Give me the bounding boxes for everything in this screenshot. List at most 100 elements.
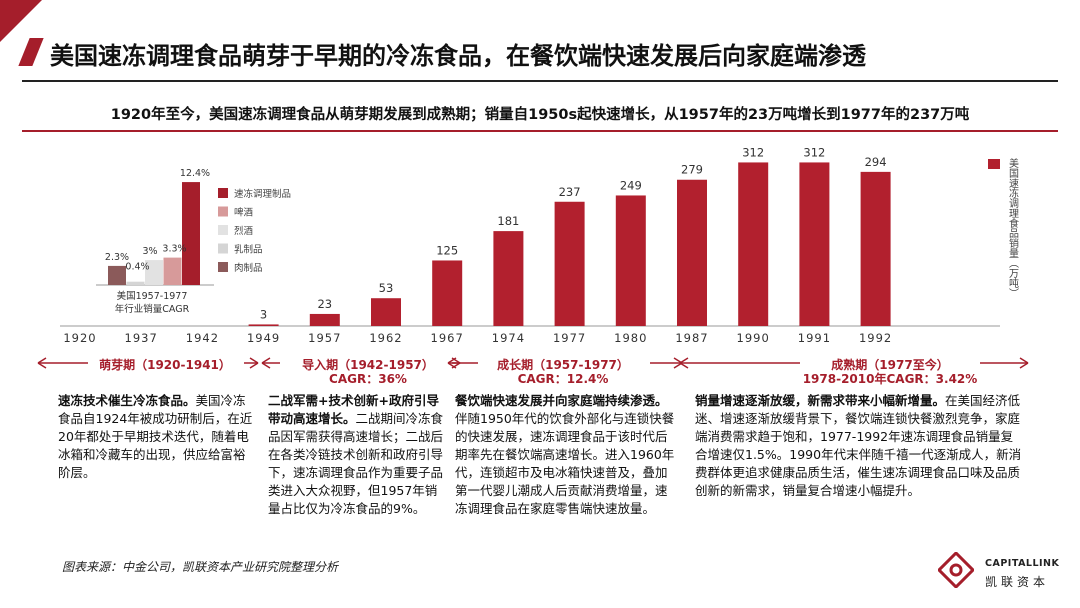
bar-value-label: 279 bbox=[681, 163, 703, 177]
sales-bar bbox=[493, 231, 524, 326]
x-tick-label: 1987 bbox=[675, 331, 708, 345]
column-body: 美国冷冻食品自1924年被成功研制后，在近20年都处于早期技术迭代，随着电冰箱和… bbox=[58, 393, 253, 480]
text-column-intro: 二战军需+技术创新+政府引导带动高速增长。二战期间冷冻食品因军需获得高速增长；二… bbox=[268, 392, 444, 518]
title-accent-mark bbox=[18, 38, 44, 66]
inset-value-label: 12.4% bbox=[180, 168, 210, 179]
inset-bar bbox=[108, 265, 126, 285]
x-tick-label: 1949 bbox=[247, 331, 280, 345]
phase-arrow-head bbox=[249, 357, 259, 369]
sales-bar-chart: 2.3%0.4%3% 3.3%12.4%美国1957-1977年行业销量CAGR … bbox=[37, 145, 1029, 369]
text-column-sprout: 速冻技术催生冷冻食品。美国冷冻食品自1924年被成功研制后，在近20年都处于早期… bbox=[58, 392, 254, 482]
inset-legend-label: 烈酒 bbox=[234, 226, 254, 237]
phase-arrows bbox=[37, 357, 1029, 369]
main-legend: 美国速冻调理食品销量（万吨） bbox=[988, 157, 1019, 298]
inset-bar bbox=[145, 260, 163, 285]
column-heading: 餐饮端快速发展并向家庭端持续渗透。 bbox=[455, 393, 668, 408]
phase-label-growth: 成长期（1957-1977） bbox=[497, 358, 629, 372]
inset-bar bbox=[182, 182, 200, 285]
sales-bar bbox=[615, 195, 646, 326]
inset-caption: 年行业销量CAGR bbox=[115, 303, 190, 315]
column-body: 在美国经济低迷、增速逐渐放缓背景下，餐饮端连锁快餐激烈竞争，家庭端消费需求趋于饱… bbox=[695, 393, 1022, 498]
page-subtitle: 1920年至今，美国速冻调理食品从萌芽期发展到成熟期；销量自1950s起快速增长… bbox=[110, 107, 970, 123]
x-tick-label: 1962 bbox=[369, 331, 402, 345]
logo-text-cn: 凯联资本 bbox=[985, 575, 1050, 589]
sales-bar bbox=[860, 171, 891, 326]
sales-bar bbox=[554, 201, 585, 326]
inset-bar bbox=[126, 281, 145, 285]
bar-value-label: 3 bbox=[260, 307, 267, 321]
text-column-growth: 餐饮端快速发展并向家庭端持续渗透。伴随1950年代的饮食外部化与连锁快餐的快速发… bbox=[455, 392, 677, 518]
bar-value-label: 23 bbox=[317, 297, 332, 311]
phase-arrow-head bbox=[447, 357, 457, 369]
bar-value-label: 249 bbox=[620, 178, 642, 192]
bar-value-label: 125 bbox=[436, 243, 458, 257]
sales-bar bbox=[738, 162, 769, 326]
phase-label-sprout: 萌芽期（1920-1941） bbox=[99, 358, 231, 372]
x-tick-label: 1980 bbox=[614, 331, 647, 345]
bar-value-label: 312 bbox=[803, 145, 825, 159]
legend-swatch bbox=[988, 159, 1000, 169]
source-note: 图表来源：中金公司，凯联资本产业研究院整理分析 bbox=[62, 560, 339, 574]
x-tick-label: 1937 bbox=[125, 331, 158, 345]
column-heading: 速冻技术催生冷冻食品。 bbox=[58, 393, 196, 408]
sales-bar bbox=[799, 162, 830, 326]
x-tick-label: 1977 bbox=[553, 331, 586, 345]
x-tick-label: 1957 bbox=[308, 331, 341, 345]
x-tick-label: 1967 bbox=[431, 331, 464, 345]
main-bars-group: 1920 1937 1942 1949 3 1957 23 1962 53 1967 125 1974… bbox=[60, 145, 1000, 345]
x-tick-label: 1990 bbox=[737, 331, 770, 345]
x-tick-label: 1942 bbox=[186, 331, 219, 345]
capitallink-logo-icon bbox=[938, 552, 974, 588]
column-body: 伴随1950年代的饮食外部化与连锁快餐的快速发展，速冻调理食品于该时代后期率先在… bbox=[455, 411, 675, 516]
phase-arrow-head bbox=[1019, 357, 1029, 369]
inset-legend-label: 速冻调理制品 bbox=[234, 188, 291, 200]
bar-value-label: 53 bbox=[379, 281, 394, 295]
inset-legend-label: 肉制品 bbox=[234, 262, 263, 274]
legend-label: 美国速冻调理食品销量（万吨） bbox=[1007, 157, 1019, 298]
x-tick-label: 1974 bbox=[492, 331, 525, 345]
bar-value-label: 237 bbox=[559, 185, 581, 199]
inset-legend-label: 啤酒 bbox=[234, 207, 254, 219]
column-heading: 销量增速逐渐放缓，新需求带来小幅新增量。 bbox=[695, 393, 946, 408]
sales-bar bbox=[371, 298, 401, 326]
inset-bar bbox=[163, 257, 182, 285]
phase-label-intro: 导入期（1942-1957） bbox=[302, 358, 434, 372]
inset-value-label: 3.3% bbox=[162, 244, 186, 255]
bar-value-label: 294 bbox=[865, 155, 887, 169]
inset-legend-swatch bbox=[218, 243, 228, 254]
phase-arrow-head bbox=[679, 357, 689, 369]
logo-text-en: CAPITALLINK bbox=[985, 558, 1060, 569]
corner-decoration bbox=[0, 0, 42, 42]
phase-cagr-intro: CAGR：36% bbox=[329, 372, 407, 386]
inset-value-label: 2.3% bbox=[105, 252, 129, 263]
sales-bar bbox=[677, 179, 707, 326]
phase-arrow-head bbox=[261, 357, 271, 369]
phase-label-mature: 成熟期（1977至今） bbox=[831, 358, 949, 372]
sales-bar bbox=[432, 260, 463, 326]
sales-bar bbox=[309, 313, 340, 326]
text-column-mature: 销量增速逐渐放缓，新需求带来小幅新增量。在美国经济低迷、增速逐渐放缓背景下，餐饮… bbox=[695, 392, 1025, 500]
bar-value-label: 181 bbox=[497, 214, 519, 228]
title-divider bbox=[22, 80, 1058, 82]
inset-legend-label: 乳制品 bbox=[234, 244, 263, 256]
subtitle-divider bbox=[22, 130, 1058, 132]
column-heading: 二战军需+技术创新+政府引导带动高速增长。 bbox=[268, 393, 439, 426]
column-body: 二战期间冷冻食品因军需获得高速增长；二战后在各类冷链技术创新和政府引导下，速冻调… bbox=[268, 411, 444, 516]
inset-legend-swatch bbox=[218, 225, 228, 235]
inset-caption: 美国1957-1977 bbox=[117, 290, 188, 302]
phase-arrow-head bbox=[37, 357, 47, 369]
phase-cagr-mature: 1978-2010年CAGR：3.42% bbox=[802, 372, 978, 386]
inset-value-label: 3% bbox=[142, 246, 157, 257]
inset-legend-swatch bbox=[218, 188, 228, 198]
sales-bar bbox=[248, 324, 279, 326]
inset-legend-swatch bbox=[218, 206, 228, 217]
phase-cagr-growth: CAGR：12.4% bbox=[517, 372, 609, 386]
bar-value-label: 312 bbox=[742, 145, 764, 159]
inset-legend-swatch bbox=[218, 262, 228, 272]
x-tick-label: 1920 bbox=[63, 331, 96, 345]
x-tick-label: 1991 bbox=[798, 331, 831, 345]
x-tick-label: 1992 bbox=[859, 331, 892, 345]
inset-value-label: 0.4% bbox=[125, 262, 149, 273]
